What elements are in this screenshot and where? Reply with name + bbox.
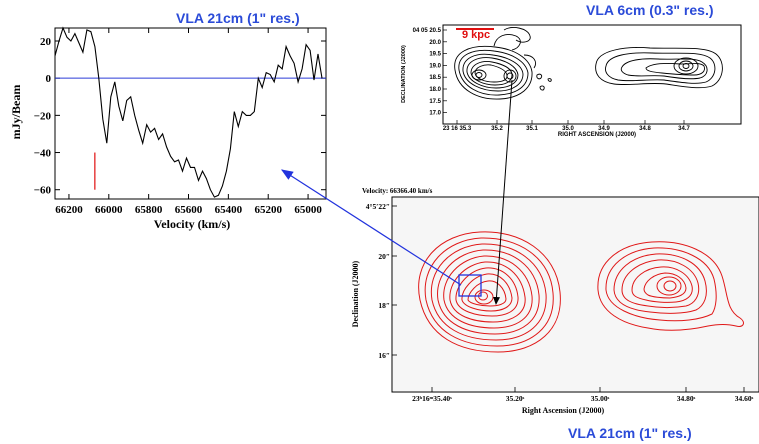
x-tick-label: 65000 xyxy=(294,204,322,216)
map-background xyxy=(393,198,758,391)
x-tick-label: 35.0 xyxy=(562,126,574,132)
inset-panel: 9 kpc xyxy=(401,24,742,138)
y-tick-label: 18.0 xyxy=(429,87,441,93)
y-tick-label: 20.0 xyxy=(429,40,441,46)
y-tick-label: 4°5′22″ xyxy=(366,202,390,211)
y-tick-label: 18″ xyxy=(378,301,390,310)
x-tick-label: 35.20ˢ xyxy=(506,394,525,403)
y-tick-label: 20″ xyxy=(378,252,390,261)
x-tick-label: 34.8 xyxy=(639,126,651,132)
x-tick-label: 65400 xyxy=(215,204,243,216)
x-tick-label: 34.7 xyxy=(678,126,690,132)
y-tick-label: 04 05 20.5 xyxy=(413,28,442,34)
map-ylabel: Declination (J2000) xyxy=(351,260,360,327)
inset-ylabel: DECLINATION (J2000) xyxy=(401,45,407,103)
map-xlabel: Right Ascension (J2000) xyxy=(522,406,605,415)
x-tick-label: 23ʰ16ᵐ35.40ˢ xyxy=(412,394,452,403)
y-tick-label: 0 xyxy=(46,73,52,85)
inset-y-ticks: 04 05 20.5 20.0 19.5 19.0 18.5 18.0 17.5 17.0 xyxy=(413,28,447,117)
y-tick-label: 17.0 xyxy=(429,111,441,117)
spectrum-title: VLA 21cm (1" res.) xyxy=(176,10,300,26)
y-tick-label: 16″ xyxy=(378,351,390,360)
inset-x-ticks: 23 16 35.3 35.2 35.1 35.0 34.9 34.8 34.7 xyxy=(443,120,690,132)
west-21cm-contours xyxy=(418,231,561,353)
map-panel: 23ʰ16ᵐ35.40ˢ 35.20ˢ 35.00ˢ 34.80ˢ 34.60ˢ 4°5… xyxy=(351,196,759,415)
y-tick-label: 19.5 xyxy=(429,52,441,58)
x-tick-label: 23 16 35.3 xyxy=(443,126,472,132)
map-velocity-header: Velocity: 66366.40 km/s xyxy=(362,187,433,195)
y-tick-label: 18.5 xyxy=(429,75,441,81)
x-tick-label: 65200 xyxy=(254,204,282,216)
inset-to-map-arrow xyxy=(493,79,513,305)
y-tick-label: 17.5 xyxy=(429,99,441,105)
spectrum-panel: 66200 66000 65800 65600 65400 65200 65000 20 0 −… xyxy=(9,26,327,231)
x-tick-label: 66200 xyxy=(55,204,83,216)
map-to-spectrum-arrow xyxy=(280,169,462,286)
x-tick-label: 34.9 xyxy=(598,126,610,132)
spectrum-x-ticks: 66200 66000 65800 65600 65400 65200 65000 xyxy=(55,28,322,216)
spectrum-frame xyxy=(54,27,327,200)
spectrum-y-ticks: 20 0 −20 −40 −60 xyxy=(34,36,326,197)
map-title: VLA 21cm (1" res.) xyxy=(568,425,692,441)
map-x-ticks: 23ʰ16ᵐ35.40ˢ 35.20ˢ 35.00ˢ 34.80ˢ 34.60ˢ xyxy=(412,387,754,403)
east-source-contours xyxy=(595,47,723,89)
y-tick-label: −20 xyxy=(34,110,52,122)
inset-frame xyxy=(442,24,742,125)
x-tick-label: 35.1 xyxy=(526,126,538,132)
spectrum-xlabel: Velocity (km/s) xyxy=(154,217,231,231)
inset-xlabel: RIGHT ASCENSION (J2000) xyxy=(558,132,636,138)
y-tick-label: 20 xyxy=(40,36,52,48)
inset-title: VLA 6cm (0.3" res.) xyxy=(586,2,714,18)
x-tick-label: 34.60ˢ xyxy=(735,394,754,403)
scale-label: 9 kpc xyxy=(462,29,490,41)
x-tick-label: 35.2 xyxy=(491,126,503,132)
x-tick-label: 65800 xyxy=(135,204,163,216)
west-source-contours xyxy=(454,27,552,100)
east-21cm-contours xyxy=(597,241,744,331)
y-tick-label: −40 xyxy=(34,148,52,160)
x-tick-label: 65600 xyxy=(175,204,203,216)
series-line xyxy=(54,26,323,198)
spectrum-ylabel: mJy/Beam xyxy=(9,85,23,140)
x-tick-label: 34.80ˢ xyxy=(677,394,696,403)
y-tick-label: −60 xyxy=(34,185,52,197)
y-tick-label: 19.0 xyxy=(429,63,441,69)
spectrum-extraction-box xyxy=(458,274,482,297)
x-tick-label: 66000 xyxy=(95,204,123,216)
x-tick-label: 35.00ˢ xyxy=(591,394,610,403)
map-y-ticks: 4°5′22″ 20″ 18″ 16″ xyxy=(366,202,397,360)
